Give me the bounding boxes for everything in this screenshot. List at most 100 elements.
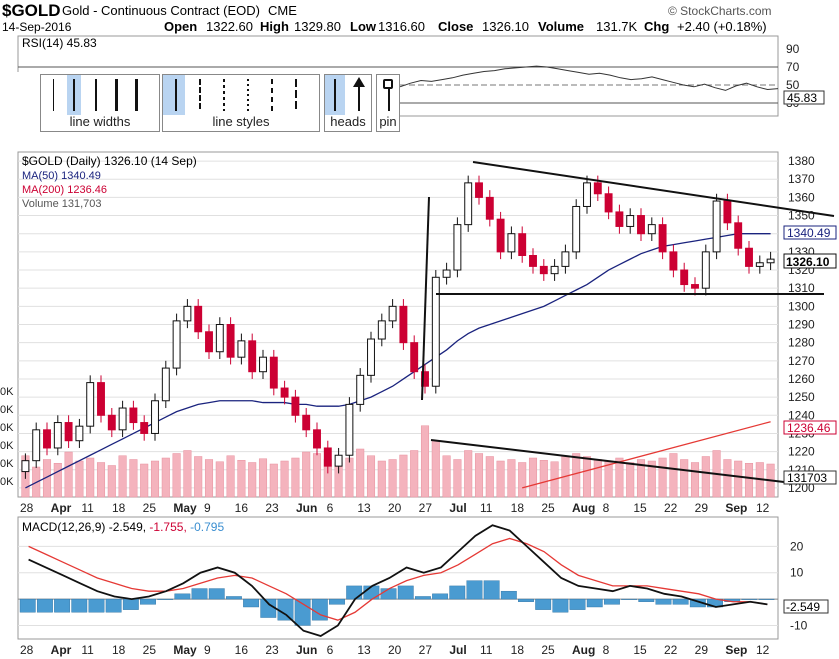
volume-bar — [453, 459, 462, 498]
arrow-up-icon — [353, 77, 365, 87]
macd-hist-bar — [122, 598, 139, 610]
candle-body — [356, 374, 365, 405]
volume-bar — [280, 460, 289, 498]
line-style-long-dash[interactable] — [295, 79, 297, 111]
volume-bar — [194, 456, 203, 498]
volume-value-tag: 131703 — [787, 471, 827, 485]
line-style-dot[interactable] — [223, 79, 225, 111]
line-style-options[interactable] — [163, 75, 319, 115]
macd-x-label-9: Jun — [296, 643, 317, 657]
candle-body — [583, 182, 591, 207]
macd-x-label-4: 25 — [143, 643, 157, 657]
price-x-label-8: 23 — [265, 501, 279, 515]
price-x-label-20: 15 — [633, 501, 647, 515]
pin-option[interactable] — [377, 75, 399, 115]
macd-x-label-7: 16 — [235, 643, 249, 657]
volume-bar — [215, 461, 224, 498]
line-styles-group[interactable]: line styles — [162, 74, 320, 132]
volume-bars — [21, 425, 775, 498]
volume-bar — [496, 460, 505, 498]
line-width-2[interactable] — [73, 79, 75, 111]
line-style-solid[interactable] — [175, 79, 177, 111]
macd-hist-bar — [157, 598, 174, 600]
macd-hist-bar — [260, 598, 277, 618]
volume-bar — [669, 453, 678, 498]
price-x-label-18: Aug — [572, 501, 595, 515]
candle-body — [550, 265, 559, 275]
pin-group[interactable]: pin — [376, 74, 400, 132]
pin-icon — [383, 79, 393, 89]
candle-body — [680, 269, 689, 286]
volume-bar — [183, 450, 192, 498]
candle-body — [518, 233, 527, 256]
line-width-5[interactable] — [135, 79, 138, 111]
candle-body — [453, 224, 462, 271]
volume-bar — [518, 462, 527, 498]
volume-bar — [474, 453, 484, 498]
macd-hist-bar — [243, 598, 260, 608]
heads-group[interactable]: heads — [324, 74, 372, 132]
macd-hist-bar — [432, 593, 449, 600]
line-widths-group[interactable]: line widths — [40, 74, 160, 132]
line-width-options[interactable] — [41, 75, 159, 115]
macd-hist-bar — [621, 598, 638, 600]
trendline-volume[interactable] — [430, 439, 785, 483]
macd-hist-bar — [191, 588, 208, 600]
candle-body — [637, 215, 645, 235]
volume-legend: Volume 131,703 — [22, 198, 102, 210]
close-value-box — [783, 253, 837, 269]
line-width-1[interactable] — [53, 79, 54, 111]
high-label: High — [260, 19, 289, 34]
line-width-4[interactable] — [115, 79, 118, 111]
macd-x-label-2: 11 — [81, 643, 94, 657]
price-x-label-3: 18 — [112, 501, 126, 515]
macd-hist-bar — [552, 598, 569, 613]
macd-hist-bar — [71, 598, 88, 613]
head-options[interactable] — [325, 75, 371, 115]
line-width-3[interactable] — [95, 79, 97, 111]
volume-bar — [431, 440, 440, 498]
candle-body — [507, 233, 516, 253]
macd-hist-bar — [758, 598, 775, 600]
ma50-line — [25, 233, 771, 489]
macd-x-label-14: Jul — [449, 643, 466, 657]
head-none[interactable] — [334, 79, 336, 111]
candle-body — [107, 414, 116, 431]
candle-body — [701, 251, 710, 289]
macd-x-label-6: 9 — [204, 643, 211, 657]
macd-x-label-15: 11 — [480, 643, 493, 657]
ma50-legend: MA(50) 1340.49 — [22, 170, 101, 182]
candle-body — [647, 224, 656, 235]
macd-hist-bar — [500, 590, 517, 600]
macd-x-label-0: 28 — [20, 643, 34, 657]
volume-tick-5: 0K — [0, 476, 14, 488]
candle-body — [475, 182, 483, 198]
line-styles-label: line styles — [212, 114, 270, 129]
macd-hist-bar — [140, 598, 156, 605]
candle-body — [32, 429, 41, 462]
macd-x-label-5: May — [173, 643, 197, 657]
chg-label: Chg — [644, 19, 669, 34]
candle-body — [302, 414, 311, 431]
volume-label: Volume — [538, 19, 584, 34]
macd-tick-2: -10 — [790, 618, 808, 632]
volume-bar — [582, 456, 592, 498]
candle-body — [529, 255, 537, 267]
volume-bar — [744, 463, 754, 498]
trendline-breakout[interactable] — [421, 196, 430, 401]
volume-bar — [312, 453, 322, 498]
line-style-dash[interactable] — [199, 79, 201, 111]
volume-bar — [269, 463, 278, 498]
head-arrow[interactable] — [358, 85, 360, 111]
macd-x-label-13: 27 — [419, 643, 433, 657]
volume-tick-1: 0K — [0, 404, 14, 416]
price-x-axis-labels: 28 Apr 11 18 25 May 9 16 23 Jun 6 13 20 27 Jul 11 18 25 Au… — [20, 501, 770, 515]
volume-bar — [172, 453, 181, 498]
line-style-dash-2[interactable] — [271, 79, 273, 111]
rsi-last-value-box — [783, 90, 825, 105]
volume-bar — [140, 463, 149, 498]
line-style-fine-dot[interactable] — [247, 79, 249, 111]
volume-bar — [345, 457, 354, 498]
trendline-resistance[interactable] — [472, 161, 835, 217]
line-style-selected[interactable] — [163, 75, 185, 115]
